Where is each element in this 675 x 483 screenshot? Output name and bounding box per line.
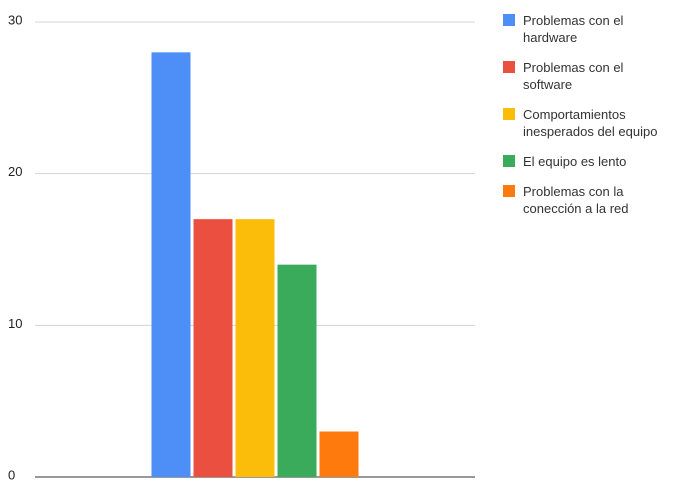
bar — [277, 264, 317, 477]
y-tick-label: 20 — [8, 164, 22, 179]
legend: Problemas con el hardware Problemas con e… — [500, 12, 660, 230]
legend-label: El equipo es lento — [523, 154, 627, 169]
legend-item: Problemas con el software — [500, 59, 660, 93]
legend-swatch — [503, 185, 515, 197]
y-tick-label: 10 — [8, 316, 22, 331]
legend-label: Problemas con el hardware — [523, 13, 624, 45]
bar — [193, 219, 233, 477]
legend-item: Comportamientos inesperados del equipo — [500, 106, 660, 140]
legend-item: El equipo es lento — [500, 153, 660, 170]
legend-swatch — [503, 61, 515, 73]
legend-swatch — [503, 108, 515, 120]
y-tick-label: 30 — [8, 12, 22, 27]
legend-item: Problemas con la conección a la red — [500, 183, 660, 217]
legend-swatch — [503, 155, 515, 167]
bar — [151, 52, 191, 477]
y-tick-label: 0 — [8, 467, 15, 482]
legend-label: Problemas con la conección a la red — [523, 184, 629, 216]
bar — [235, 219, 275, 477]
legend-swatch — [503, 14, 515, 26]
legend-label: Comportamientos inesperados del equipo — [523, 107, 658, 139]
legend-item: Problemas con el hardware — [500, 12, 660, 46]
bar — [319, 431, 359, 477]
legend-label: Problemas con el software — [523, 60, 624, 92]
